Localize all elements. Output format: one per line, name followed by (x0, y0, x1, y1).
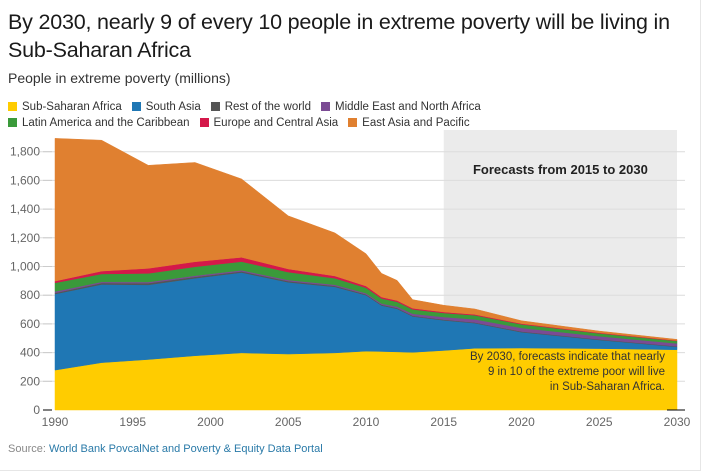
legend-item-europe-central-asia[interactable]: Europe and Central Asia (199, 116, 339, 129)
source-note: Source: World Bank PovcalNet and Poverty… (8, 443, 323, 455)
legend-item-east-asia-pacific[interactable]: East Asia and Pacific (348, 116, 470, 129)
x-tick-label: 2030 (664, 415, 691, 429)
x-tick-label: 2010 (353, 415, 380, 429)
legend-swatch (348, 118, 358, 127)
legend: Sub-Saharan Africa South Asia Rest of th… (8, 99, 698, 131)
x-tick-label: 2005 (275, 415, 302, 429)
x-tick-label: 1995 (119, 415, 146, 429)
annotation-line: 9 in 10 of the extreme poor will live (488, 366, 665, 378)
annotation-line: By 2030, forecasts indicate that nearly (470, 351, 665, 363)
source-link[interactable]: World Bank PovcalNet and Poverty & Equit… (48, 443, 323, 455)
y-tick-label: 200 (20, 374, 40, 388)
legend-swatch (131, 102, 141, 111)
legend-label: Europe and Central Asia (213, 116, 339, 129)
legend-swatch (8, 118, 17, 127)
legend-label: East Asia and Pacific (362, 116, 470, 129)
x-tick-label: 2015 (430, 415, 457, 429)
y-tick-label: 1,000 (10, 260, 40, 274)
legend-label: Sub-Saharan Africa (22, 100, 122, 113)
annotations: Forecasts from 2015 to 2030 By 2030, fore… (470, 162, 665, 393)
chart-subtitle: People in extreme poverty (millions) (8, 70, 231, 86)
y-tick-label: 1,600 (10, 173, 40, 187)
legend-swatch (8, 102, 17, 111)
legend-label: Rest of the world (224, 100, 312, 113)
x-tick-label: 2000 (197, 415, 224, 429)
area-series (54, 138, 678, 411)
y-tick-label: 1,200 (10, 231, 40, 245)
legend-item-rest-of-world[interactable]: Rest of the world (210, 100, 312, 113)
legend-swatch (210, 102, 220, 111)
legend-label: South Asia (145, 100, 201, 113)
chart-title: By 2030, nearly 9 of every 10 people in … (8, 10, 670, 62)
x-tick-label: 2025 (586, 415, 613, 429)
legend-swatch (199, 118, 209, 127)
y-tick-label: 1,400 (10, 202, 40, 216)
legend-label: Middle East and North Africa (335, 100, 481, 113)
legend-row-1: Sub-Saharan Africa South Asia Rest of th… (8, 99, 698, 114)
annotation-line: in Sub-Saharan Africa. (550, 381, 665, 393)
y-axis: 0 200 400 600 800 1,000 1,200 1,400 1,600 1,800 (10, 145, 685, 417)
y-tick-label: 800 (20, 288, 40, 302)
legend-item-latin-america[interactable]: Latin America and the Caribbean (8, 117, 190, 129)
x-tick-label: 2020 (508, 415, 535, 429)
legend-item-sub-saharan-africa[interactable]: Sub-Saharan Africa (8, 101, 122, 113)
x-axis: 1990 1995 2000 2005 2010 2015 2020 2025 2030 (42, 415, 691, 429)
area-east-asia-and-pacific (54, 138, 678, 341)
stacked-area-chart: 0 200 400 600 800 1,000 1,200 1,400 1,600 1,800 1… (10, 130, 691, 429)
y-tick-label: 0 (33, 403, 40, 417)
forecast-label: Forecasts from 2015 to 2030 (473, 162, 648, 177)
y-tick-label: 1,800 (10, 145, 40, 159)
y-tick-label: 600 (20, 317, 40, 331)
legend-item-mena[interactable]: Middle East and North Africa (321, 101, 481, 113)
x-tick-label: 1990 (42, 415, 69, 429)
legend-item-south-asia[interactable]: South Asia (131, 100, 201, 113)
y-tick-label: 400 (20, 346, 40, 360)
legend-swatch (321, 102, 331, 111)
source-prefix: Source: (8, 443, 49, 455)
legend-label: Latin America and the Caribbean (22, 116, 190, 129)
legend-row-2: Latin America and the Caribbean Europe a… (8, 115, 698, 130)
